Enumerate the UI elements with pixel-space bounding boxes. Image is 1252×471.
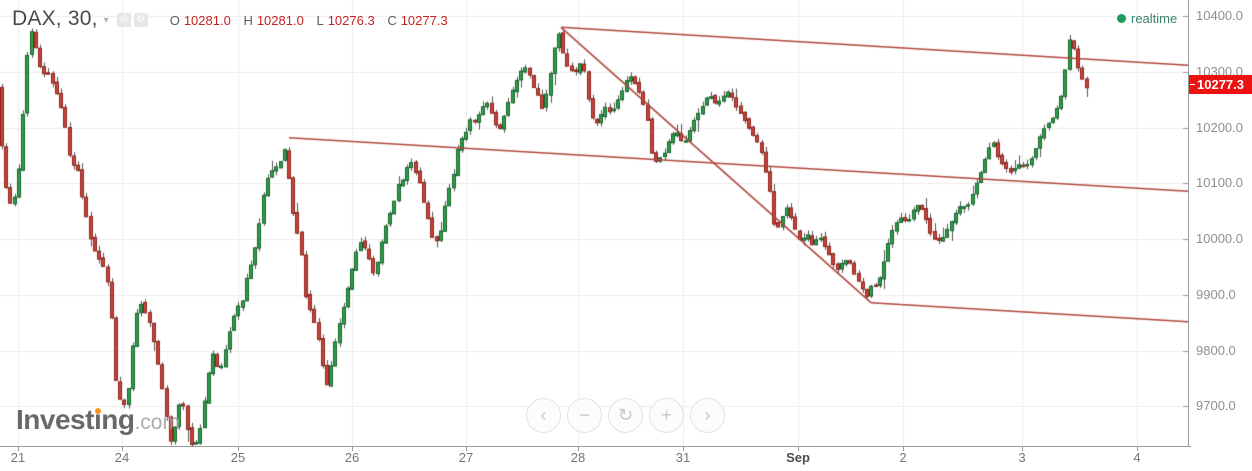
zoom-in-button[interactable]: + <box>649 398 684 433</box>
x-axis-label: 27 <box>458 450 474 465</box>
chart-nav-controls: ‹ − ↻ + › <box>526 398 725 433</box>
x-axis-label: 21 <box>10 450 26 465</box>
chart-header: DAX, 30, ▾ ◎ ⚙ O 10281.0 H 10281.0 L 10276.… <box>12 7 457 31</box>
open-label: O <box>169 13 180 28</box>
x-axis-label: 2 <box>899 450 907 465</box>
gear-icon[interactable]: ⚙ <box>133 13 148 27</box>
x-axis-label: 25 <box>230 450 246 465</box>
open-value: 10281.0 <box>183 13 231 28</box>
x-axis-tick <box>578 446 579 451</box>
x-axis-tick <box>903 446 904 451</box>
ohlc-readout: O 10281.0 H 10281.0 L 10276.3 C 10277.3 <box>170 13 457 28</box>
x-axis-tick <box>238 446 239 451</box>
time-axis-line <box>0 446 1191 447</box>
low-label: L <box>316 13 324 28</box>
y-axis-label: 9900.0 <box>1196 286 1236 302</box>
price-axis-line <box>1188 0 1189 447</box>
last-price-tag: 10277.3 <box>1189 75 1252 95</box>
close-label: C <box>387 13 397 28</box>
close-value: 10277.3 <box>400 13 448 28</box>
y-axis-label: 9700.0 <box>1196 398 1236 414</box>
x-axis-tick <box>18 446 19 451</box>
high-label: H <box>243 13 253 28</box>
x-axis-label: 3 <box>1018 450 1026 465</box>
investing-logo[interactable]: Investı ng.com <box>16 404 180 436</box>
y-axis-label: 9800.0 <box>1196 342 1236 358</box>
x-axis-tick <box>1137 446 1138 451</box>
x-axis-label: Sep <box>786 450 810 465</box>
x-axis-tick <box>352 446 353 451</box>
zoom-out-button[interactable]: − <box>567 398 602 433</box>
y-axis-label: 10400.0 <box>1196 8 1243 24</box>
x-axis-tick <box>466 446 467 451</box>
x-axis-label: 4 <box>1133 450 1141 465</box>
realtime-dot-icon <box>1117 14 1126 23</box>
logo-text: Investı ng <box>16 404 135 435</box>
refresh-button[interactable]: ↻ <box>608 398 643 433</box>
candlestick-canvas[interactable] <box>0 0 1188 446</box>
target-icon[interactable]: ◎ <box>116 13 131 27</box>
logo-suffix: .com <box>134 411 180 434</box>
chevron-down-icon[interactable]: ▾ <box>103 15 109 26</box>
x-axis-tick <box>798 446 799 451</box>
y-axis-label: 10200.0 <box>1196 119 1243 135</box>
high-value: 10281.0 <box>256 13 304 28</box>
x-axis-label: 26 <box>344 450 360 465</box>
x-axis-tick <box>122 446 123 451</box>
x-axis-tick <box>1022 446 1023 451</box>
x-axis-label: 31 <box>675 450 691 465</box>
logo-orange-dot-icon <box>94 408 101 414</box>
x-axis-label: 24 <box>114 450 130 465</box>
pan-right-button[interactable]: › <box>690 398 725 433</box>
y-axis-label: 10100.0 <box>1196 175 1243 191</box>
y-axis-label: 10000.0 <box>1196 231 1243 247</box>
realtime-badge: realtime <box>1117 11 1177 26</box>
x-axis-label: 28 <box>570 450 586 465</box>
x-axis-tick <box>683 446 684 451</box>
low-value: 10276.3 <box>327 13 375 28</box>
symbol-title[interactable]: DAX, 30, <box>12 7 98 30</box>
pan-left-button[interactable]: ‹ <box>526 398 561 433</box>
realtime-label: realtime <box>1131 11 1178 26</box>
